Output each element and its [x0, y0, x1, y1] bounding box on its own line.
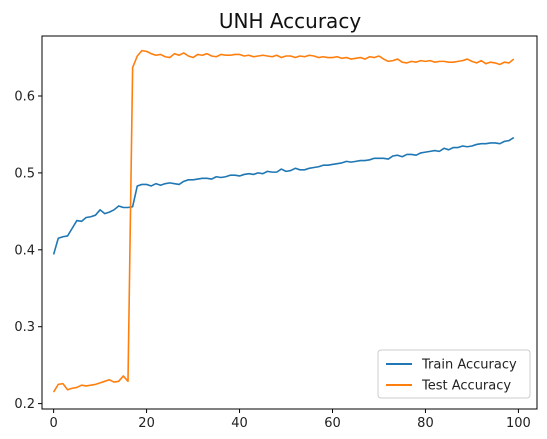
plot-area — [52, 49, 515, 393]
legend-box — [377, 349, 531, 399]
x-axis: 0 20 40 60 80 100 — [49, 409, 531, 431]
y-tick-label: 0.6 — [14, 89, 35, 104]
x-tick-label: 80 — [417, 416, 434, 431]
x-tick-label: 0 — [49, 416, 57, 431]
axes-frame — [41, 35, 538, 410]
legend: Train Accuracy Test Accuracy — [377, 349, 531, 399]
y-tick-label: 0.4 — [14, 243, 35, 258]
y-axis: 0.2 0.3 0.4 0.5 0.6 — [14, 89, 42, 412]
x-tick-label: 60 — [324, 416, 341, 431]
y-tick-label: 0.3 — [14, 320, 35, 335]
x-tick-label: 40 — [231, 416, 248, 431]
y-tick-label: 0.5 — [14, 166, 35, 181]
legend-label-train-accuracy: Train Accuracy — [421, 358, 517, 373]
series-line-test-accuracy — [52, 49, 515, 393]
chart-title: UNH Accuracy — [219, 9, 361, 33]
x-tick-label: 20 — [138, 416, 155, 431]
legend-label-test-accuracy: Test Accuracy — [421, 379, 511, 394]
y-tick-label: 0.2 — [14, 397, 35, 412]
x-tick-label: 100 — [506, 416, 531, 431]
